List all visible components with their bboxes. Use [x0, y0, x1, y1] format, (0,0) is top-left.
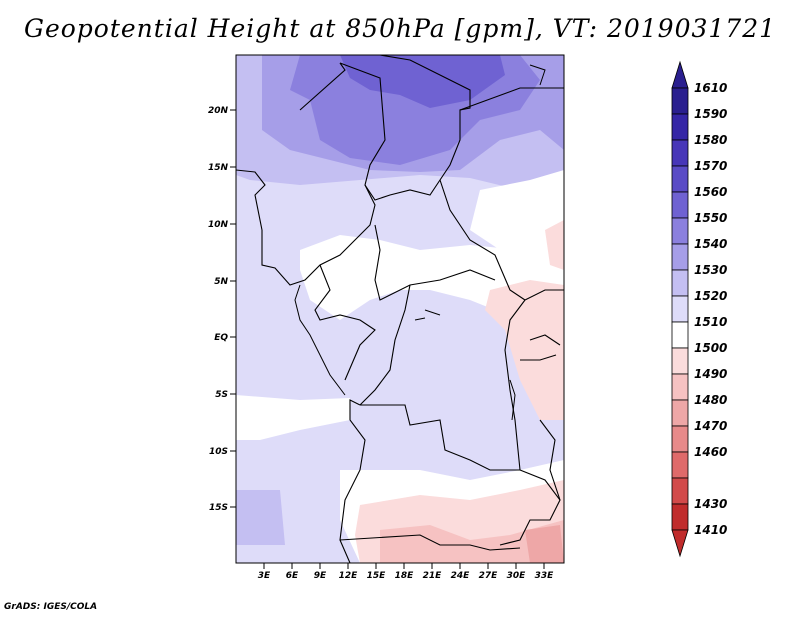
colorbar-seg-1460	[671, 451, 689, 479]
country-boundaries	[236, 55, 564, 563]
colorbar-seg-1550	[671, 217, 689, 245]
colorbar-label-1570: 1570	[694, 159, 727, 173]
lat-label-5n: 5N	[214, 277, 228, 287]
colorbar-label-1560: 1560	[694, 185, 727, 199]
lat-label-10s: 10S	[209, 447, 228, 457]
colorbar-seg-1480	[671, 399, 689, 427]
lat-label-5s: 5S	[215, 390, 228, 400]
colorbar-label-1460: 1460	[694, 445, 727, 459]
map-title: Geopotential Height at 850hPa [gpm], VT:…	[23, 14, 777, 43]
lat-tick-5n: 5N	[214, 277, 236, 287]
colorbar-label-1550: 1550	[694, 211, 727, 225]
lat-label-15n: 15N	[208, 163, 229, 173]
colorbar-seg-1500	[671, 347, 689, 375]
colorbar-label-1590: 1590	[694, 107, 727, 121]
colorbar-seg-1410	[671, 503, 689, 531]
field-1530-southwest	[236, 490, 285, 545]
field-1510-west-ocean	[236, 395, 350, 440]
colorbar-label-1490: 1490	[694, 367, 727, 381]
colorbar-seg-1520	[671, 295, 689, 323]
lat-label-eq: EQ	[214, 333, 228, 343]
colorbar-seg-1600	[671, 87, 689, 115]
map-frame	[235, 54, 565, 564]
coastline-details	[294, 64, 546, 421]
lon-tick-27e: 27E	[479, 563, 499, 581]
lon-tick-30e: 30E	[507, 563, 527, 581]
lon-tick-24e: 24E	[451, 563, 471, 581]
colorbar-bottom-triangle	[671, 529, 689, 558]
lat-tick-eq: EQ	[214, 333, 236, 343]
field-1500-east	[485, 280, 564, 420]
lon-label-12e: 12E	[339, 571, 359, 581]
lon-label-24e: 24E	[451, 571, 471, 581]
field-1510-east	[470, 170, 564, 260]
lat-tick-5s: 5S	[215, 390, 236, 400]
lon-label-21e: 21E	[423, 571, 443, 581]
colorbar-seg-1570	[671, 165, 689, 193]
field-1560-north	[340, 55, 505, 108]
grads-credit: GrADS: IGES/COLA	[4, 602, 98, 612]
lon-label-9e: 9E	[314, 571, 327, 581]
colorbar-label-1610: 1610	[694, 81, 727, 95]
lat-label-15s: 15S	[209, 503, 228, 513]
colorbar-seg-1540	[671, 243, 689, 271]
lon-tick-21e: 21E	[423, 563, 443, 581]
colorbar-label-1480: 1480	[694, 393, 727, 407]
colorbar-top-triangle	[671, 60, 689, 89]
lon-tick-9e: 9E	[314, 563, 327, 581]
colorbar-seg-1590	[671, 113, 689, 141]
colorbar-label-1410: 1410	[694, 523, 727, 537]
colorbar-seg-1530	[671, 269, 689, 297]
field-1490-south	[380, 520, 564, 563]
colorbar-seg-1510	[671, 321, 689, 349]
colorbar-label-1520: 1520	[694, 289, 727, 303]
colorbar-seg-1580	[671, 139, 689, 167]
colorbar-label-1430: 1430	[694, 497, 727, 511]
lon-label-33e: 33E	[535, 571, 555, 581]
latitude-axis: 20N 15N 10N 5N EQ 5S 10S 15S	[208, 106, 236, 513]
lon-label-27e: 27E	[479, 571, 499, 581]
lon-label-30e: 30E	[507, 571, 527, 581]
lat-tick-10s: 10S	[209, 447, 236, 457]
colorbar: 1610 1590 1580 1570 1560 1550 1540 1530 …	[671, 60, 727, 558]
lon-label-18e: 18E	[395, 571, 415, 581]
colorbar-label-1580: 1580	[694, 133, 727, 147]
colorbar-label-1500: 1500	[694, 341, 727, 355]
lon-tick-12e: 12E	[339, 563, 359, 581]
lat-tick-10n: 10N	[208, 220, 236, 230]
colorbar-seg-1490	[671, 373, 689, 401]
lon-label-15e: 15E	[367, 571, 387, 581]
lon-tick-15e: 15E	[367, 563, 387, 581]
colorbar-seg-1560	[671, 191, 689, 219]
lat-tick-15s: 15S	[209, 503, 236, 513]
lon-tick-18e: 18E	[395, 563, 415, 581]
colorbar-label-1470: 1470	[694, 419, 727, 433]
field-1480-southeast	[525, 525, 564, 563]
field-1500-northeast	[545, 220, 564, 270]
lon-tick-33e: 33E	[535, 563, 555, 581]
lon-tick-3e: 3E	[258, 563, 271, 581]
colorbar-label-1540: 1540	[694, 237, 727, 251]
colorbar-seg-1470	[671, 425, 689, 453]
lon-tick-6e: 6E	[286, 563, 299, 581]
lat-label-20n: 20N	[208, 106, 229, 116]
lat-label-10n: 10N	[208, 220, 229, 230]
lat-tick-15n: 15N	[208, 163, 236, 173]
longitude-axis: 3E 6E 9E 12E 15E 18E 21E 24E 27E 30E 33E	[258, 563, 554, 581]
lat-tick-20n: 20N	[208, 106, 236, 116]
map-plot-area	[236, 55, 564, 563]
lon-label-3e: 3E	[258, 571, 271, 581]
colorbar-label-1530: 1530	[694, 263, 727, 277]
colorbar-label-1510: 1510	[694, 315, 727, 329]
lon-label-6e: 6E	[286, 571, 299, 581]
colorbar-seg-1430	[671, 477, 689, 505]
